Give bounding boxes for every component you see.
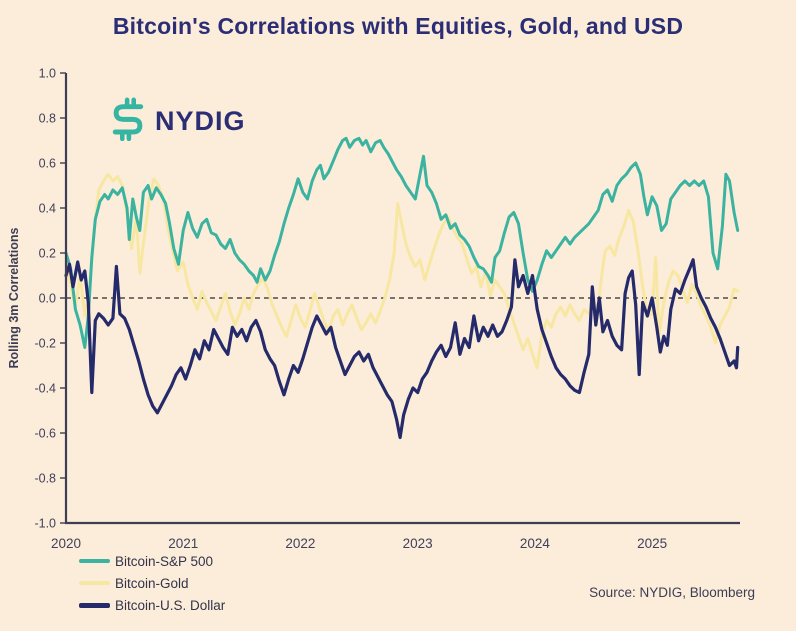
y-tick-label: 1.0 [39,67,56,81]
legend-item-usd: Bitcoin-U.S. Dollar [79,594,225,616]
nydig-logo-text: NYDIG [155,106,246,136]
y-tick-label: -0.2 [34,337,56,351]
series-line-bitcoin-s-p-500 [64,136,740,349]
legend-swatch-sp500 [79,559,110,563]
legend-label-usd: Bitcoin-U.S. Dollar [115,597,226,613]
legend-swatch-usd [79,602,110,608]
legend-swatch-gold [79,581,110,585]
legend-label-gold: Bitcoin-Gold [115,575,189,591]
source-text: Source: NYDIG, Bloomberg [589,585,755,600]
y-tick-label: 0.6 [39,157,56,171]
series-line-bitcoin-u-s-dollar [64,258,740,440]
legend-item-sp500: Bitcoin-S&P 500 [79,550,225,572]
x-tick-label: 2021 [168,536,198,551]
nydig-logo-icon [108,97,148,146]
x-tick-label: 2020 [51,536,81,551]
y-tick-label: 0.2 [39,247,56,261]
legend-label-sp500: Bitcoin-S&P 500 [115,553,214,569]
y-tick-label: -1.0 [34,517,56,531]
y-tick-label: -0.8 [34,472,56,486]
y-tick-label: 0.0 [39,292,56,306]
y-tick-label: 0.4 [39,202,56,216]
x-tick-label: 2022 [285,536,315,551]
x-tick-label: 2024 [520,536,551,551]
x-tick-label: 2023 [403,536,433,551]
x-tick-label: 2025 [637,536,667,551]
series-line-bitcoin-gold [64,172,740,370]
y-tick-label: -0.6 [34,427,56,441]
y-tick-label: 0.8 [39,112,56,126]
y-tick-label: -0.4 [34,382,56,396]
legend-item-gold: Bitcoin-Gold [79,572,225,594]
chart-title: Bitcoin's Correlations with Equities, Go… [112,13,684,39]
nydig-logo: NYDIG [108,97,246,146]
legend: Bitcoin-S&P 500 Bitcoin-Gold Bitcoin-U.S… [79,550,225,616]
